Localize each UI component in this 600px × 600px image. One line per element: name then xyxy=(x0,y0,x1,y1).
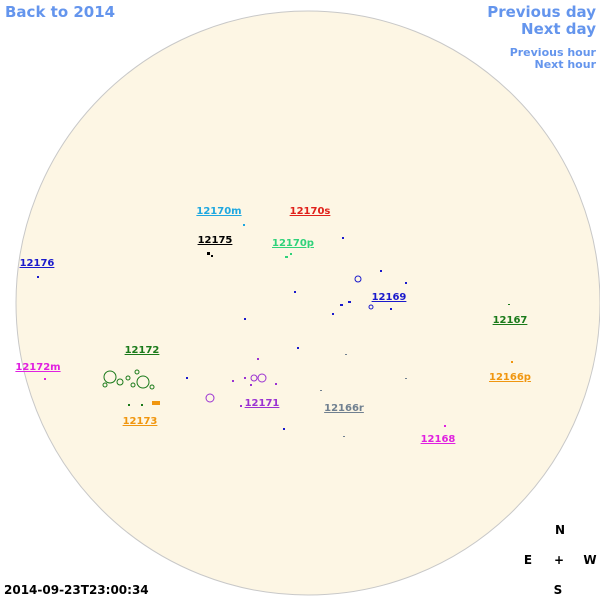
region-label[interactable]: 12170m xyxy=(196,206,241,217)
solar-disk xyxy=(15,10,600,596)
region-label[interactable]: 12170p xyxy=(272,238,314,249)
timestamp: 2014-09-23T23:00:34 xyxy=(4,583,149,597)
spot-dots xyxy=(37,224,513,437)
region-label[interactable]: 12166r xyxy=(324,403,364,414)
region-label[interactable]: 12172m xyxy=(15,362,60,373)
previous-day-link[interactable]: Previous day xyxy=(487,3,596,21)
spot-group xyxy=(354,275,374,310)
region-label[interactable]: 12169 xyxy=(372,292,407,303)
sunspots xyxy=(102,275,374,403)
region-label[interactable]: 12167 xyxy=(493,315,528,326)
compass-south: S xyxy=(554,583,563,597)
region-label[interactable]: 12172 xyxy=(125,345,160,356)
next-hour-link[interactable]: Next hour xyxy=(535,58,597,71)
compass-north: N xyxy=(555,523,565,537)
spot-group xyxy=(205,373,267,403)
back-link[interactable]: Back to 2014 xyxy=(5,3,115,21)
region-label[interactable]: 12176 xyxy=(20,258,55,269)
region-label[interactable]: 12171 xyxy=(245,398,280,409)
previous-hour-link[interactable]: Previous hour xyxy=(510,46,597,59)
compass-center: + xyxy=(554,553,564,567)
region-label[interactable]: 12170s xyxy=(290,206,331,217)
region-label[interactable]: 12166p xyxy=(489,372,531,383)
region-label[interactable]: 12168 xyxy=(421,434,456,445)
region-label[interactable]: 12175 xyxy=(198,235,233,246)
next-day-link[interactable]: Next day xyxy=(521,20,596,38)
compass-west: W xyxy=(583,553,596,567)
compass-east: E xyxy=(524,553,532,567)
spot-group xyxy=(102,369,155,390)
region-label[interactable]: 12173 xyxy=(123,416,158,427)
